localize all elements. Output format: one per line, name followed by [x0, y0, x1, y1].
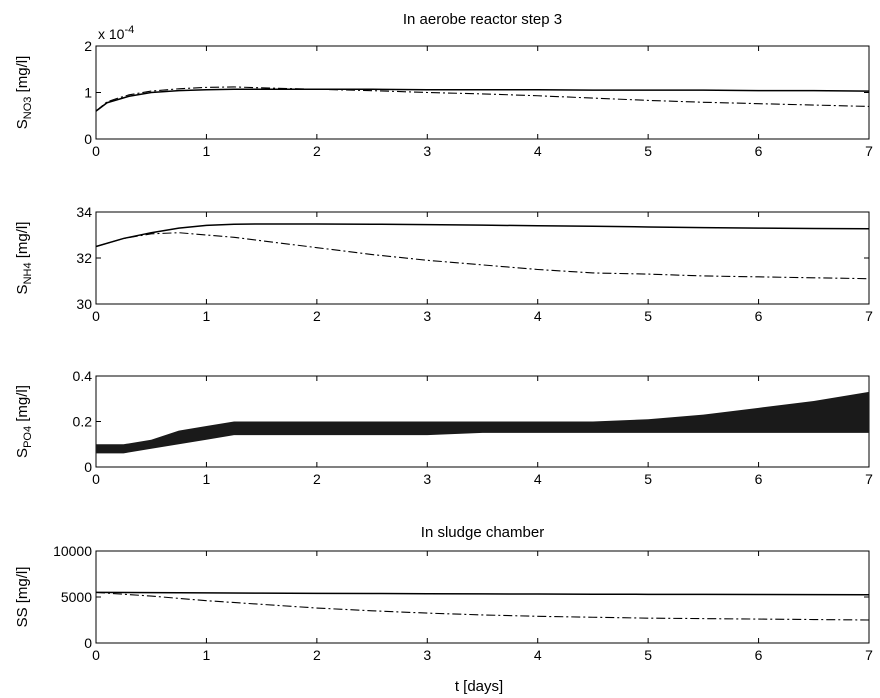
x-tick-label: 2: [313, 308, 321, 324]
axes-frame: [95, 550, 870, 644]
series-line-solid: [95, 88, 870, 112]
x-tick-label: 1: [203, 647, 211, 663]
x-tick-label: 3: [423, 143, 431, 159]
series-line-dash-dot: [95, 232, 870, 280]
x-tick-label: 4: [534, 143, 542, 159]
x-tick-label: 1: [203, 471, 211, 487]
x-tick-label: 3: [423, 471, 431, 487]
x-tick-label: 6: [755, 143, 763, 159]
x-tick-label: 5: [644, 647, 652, 663]
x-tick-label: 0: [92, 471, 100, 487]
series-line-dash-dot: [95, 591, 870, 621]
x-tick-label: 3: [423, 308, 431, 324]
x-tick-label: 7: [865, 143, 873, 159]
x-tick-label: 4: [534, 471, 542, 487]
panel-1: 0 1 2 3 4 5 6 7 0 1 2 x 10-4 In aerobe reactor step …: [14, 11, 873, 159]
axes-frame: [95, 45, 870, 140]
panel-3: 0 1 2 3 4 5 6 7 0 0.2 0.4 SPO4 [mg/l]: [14, 368, 873, 487]
x-tick-label: 6: [755, 308, 763, 324]
x-tick-label: 2: [313, 647, 321, 663]
y-tick-label: 30: [76, 296, 92, 312]
panel-title: In sludge chamber: [421, 524, 544, 541]
y-axis-label: SPO4 [mg/l]: [14, 385, 34, 458]
figure-xlabel: t [days]: [455, 678, 503, 695]
x-tick-label: 7: [865, 308, 873, 324]
x-tick-label: 7: [865, 471, 873, 487]
x-tick-label: 6: [755, 471, 763, 487]
y-tick-label: 0.4: [73, 368, 93, 384]
y-axis-label: SNH4 [mg/l]: [14, 222, 34, 295]
x-tick-label: 1: [203, 143, 211, 159]
x-tick-label: 0: [92, 647, 100, 663]
y-tick-label: 0: [84, 459, 92, 475]
y-exponent-label: x 10-4: [98, 24, 134, 42]
x-tick-label: 3: [423, 647, 431, 663]
x-tick-label: 5: [644, 471, 652, 487]
y-tick-label: 0.2: [73, 414, 93, 430]
x-tick-label: 2: [313, 143, 321, 159]
x-tick-label: 4: [534, 308, 542, 324]
series-line-solid: [95, 591, 870, 596]
y-tick-label: 0: [84, 635, 92, 651]
panel-title: In aerobe reactor step 3: [403, 11, 562, 28]
x-tick-label: 2: [313, 471, 321, 487]
x-tick-label: 5: [644, 143, 652, 159]
x-tick-label: 4: [534, 647, 542, 663]
x-tick-label: 6: [755, 647, 763, 663]
y-axis-label: SS [mg/l]: [14, 567, 31, 628]
series-line-dash-dot: [95, 86, 870, 112]
x-tick-label: 1: [203, 308, 211, 324]
x-tick-label: 0: [92, 308, 100, 324]
x-tick-label: 5: [644, 308, 652, 324]
series-line-solid: [95, 223, 870, 248]
panel-4: 0 1 2 3 4 5 6 7 0 5000 10000 In sludge chamber SS [m…: [14, 524, 873, 663]
x-tick-label: 0: [92, 143, 100, 159]
y-tick-label: 32: [76, 250, 92, 266]
series-oscillation-band: [96, 391, 869, 454]
y-tick-label: 10000: [53, 543, 92, 559]
y-tick-label: 34: [76, 204, 92, 220]
y-tick-label: 1: [84, 85, 92, 101]
y-axis-label: SNO3 [mg/l]: [14, 56, 34, 129]
y-tick-label: 2: [84, 38, 92, 54]
y-tick-label: 0: [84, 131, 92, 147]
x-tick-label: 7: [865, 647, 873, 663]
y-tick-label: 5000: [61, 589, 92, 605]
